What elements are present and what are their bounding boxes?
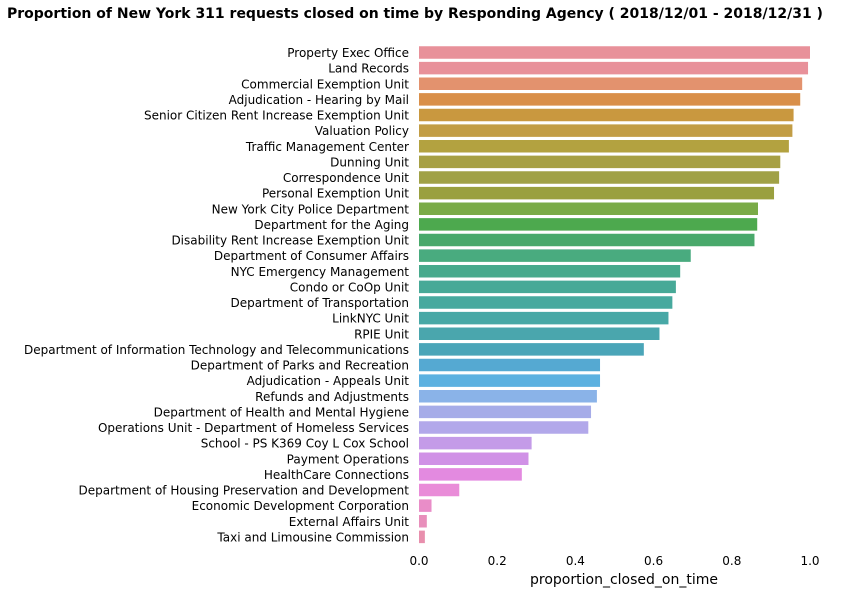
bar (419, 358, 601, 372)
y-tick-label: NYC Emergency Management (231, 265, 410, 279)
x-tick-label: 0.4 (566, 554, 585, 568)
bar (419, 218, 758, 231)
y-tick-label: Disability Rent Increase Exemption Unit (171, 234, 409, 248)
bar (419, 374, 601, 387)
y-tick-label: RPIE Unit (354, 327, 409, 341)
y-tick-label: Land Records (328, 62, 409, 76)
y-tick-label: Traffic Management Center (245, 140, 409, 154)
y-tick-label: Economic Development Corporation (192, 499, 409, 513)
y-tick-label: Correspondence Unit (283, 171, 409, 185)
bar (419, 327, 660, 340)
bar (419, 530, 425, 544)
x-tick-label: 0.8 (722, 554, 741, 568)
y-tick-label: Personal Exemption Unit (262, 187, 409, 201)
bar (419, 202, 758, 215)
y-tick-label: Department of Health and Mental Hygiene (154, 405, 409, 419)
x-axis-label: proportion_closed_on_time (530, 572, 718, 588)
y-tick-label: School - PS K369 Coy L Cox School (201, 437, 409, 451)
y-tick-label: Department of Transportation (231, 296, 409, 310)
chart-title: Proportion of New York 311 requests clos… (7, 6, 823, 22)
bar (419, 499, 432, 512)
bar (419, 343, 644, 356)
bar (419, 124, 793, 137)
y-tick-label: Commercial Exemption Unit (241, 77, 409, 91)
bar (419, 436, 532, 450)
y-tick-label: Department of Housing Preservation and D… (79, 484, 410, 498)
y-tick-label: Dunning Unit (330, 155, 409, 169)
x-tick-label: 0.0 (409, 554, 428, 568)
bar (419, 171, 780, 184)
y-tick-labels: Property Exec Office Land RecordsCommerci… (24, 46, 409, 544)
bar (419, 468, 522, 481)
x-tick-labels: 0.0 0.2 0.4 0.6 0.8 1.0 (409, 554, 819, 568)
bar (419, 452, 529, 465)
y-tick-label: Adjudication - Appeals Unit (247, 374, 410, 388)
bar (419, 186, 775, 200)
x-tick-label: 0.2 (488, 554, 507, 568)
bar (419, 296, 673, 309)
y-tick-label: Refunds and Adjustments (255, 390, 409, 404)
bar (419, 46, 810, 59)
bar (419, 108, 794, 122)
bar (419, 311, 669, 325)
y-tick-label: Department of Parks and Recreation (191, 359, 409, 373)
y-tick-label: Valuation Policy (315, 124, 409, 138)
bar (419, 77, 803, 90)
y-tick-label: External Affairs Unit (289, 515, 409, 529)
y-tick-label: Operations Unit - Department of Homeless… (98, 421, 409, 435)
x-tick-label: 0.6 (644, 554, 663, 568)
bar (419, 405, 592, 419)
y-tick-label: Department for the Aging (254, 218, 409, 232)
bar (419, 390, 597, 403)
y-tick-label: Senior Citizen Rent Increase Exemption U… (144, 109, 409, 123)
bar (419, 280, 676, 294)
bar (419, 61, 809, 75)
bar (419, 233, 755, 247)
y-tick-label: Department of Consumer Affairs (214, 249, 409, 263)
bar (419, 515, 427, 528)
x-tick-label: 1.0 (800, 554, 819, 568)
y-tick-label: Property Exec Office (287, 46, 409, 60)
bar (419, 483, 460, 497)
bar (419, 93, 801, 106)
y-tick-label: Adjudication - Hearing by Mail (229, 93, 409, 107)
bars-group (419, 46, 810, 544)
y-tick-label: Taxi and Limousine Commission (216, 530, 409, 544)
bar (419, 421, 589, 434)
y-tick-label: New York City Police Department (212, 202, 410, 216)
bar (419, 140, 789, 153)
y-tick-label: HealthCare Connections (264, 468, 409, 482)
bar (419, 155, 781, 169)
bar (419, 265, 681, 278)
bar (419, 249, 691, 262)
y-tick-label: LinkNYC Unit (332, 312, 409, 326)
y-tick-label: Department of Information Technology and… (24, 343, 409, 357)
y-tick-label: Condo or CoOp Unit (290, 280, 410, 294)
y-tick-label: Payment Operations (287, 452, 409, 466)
